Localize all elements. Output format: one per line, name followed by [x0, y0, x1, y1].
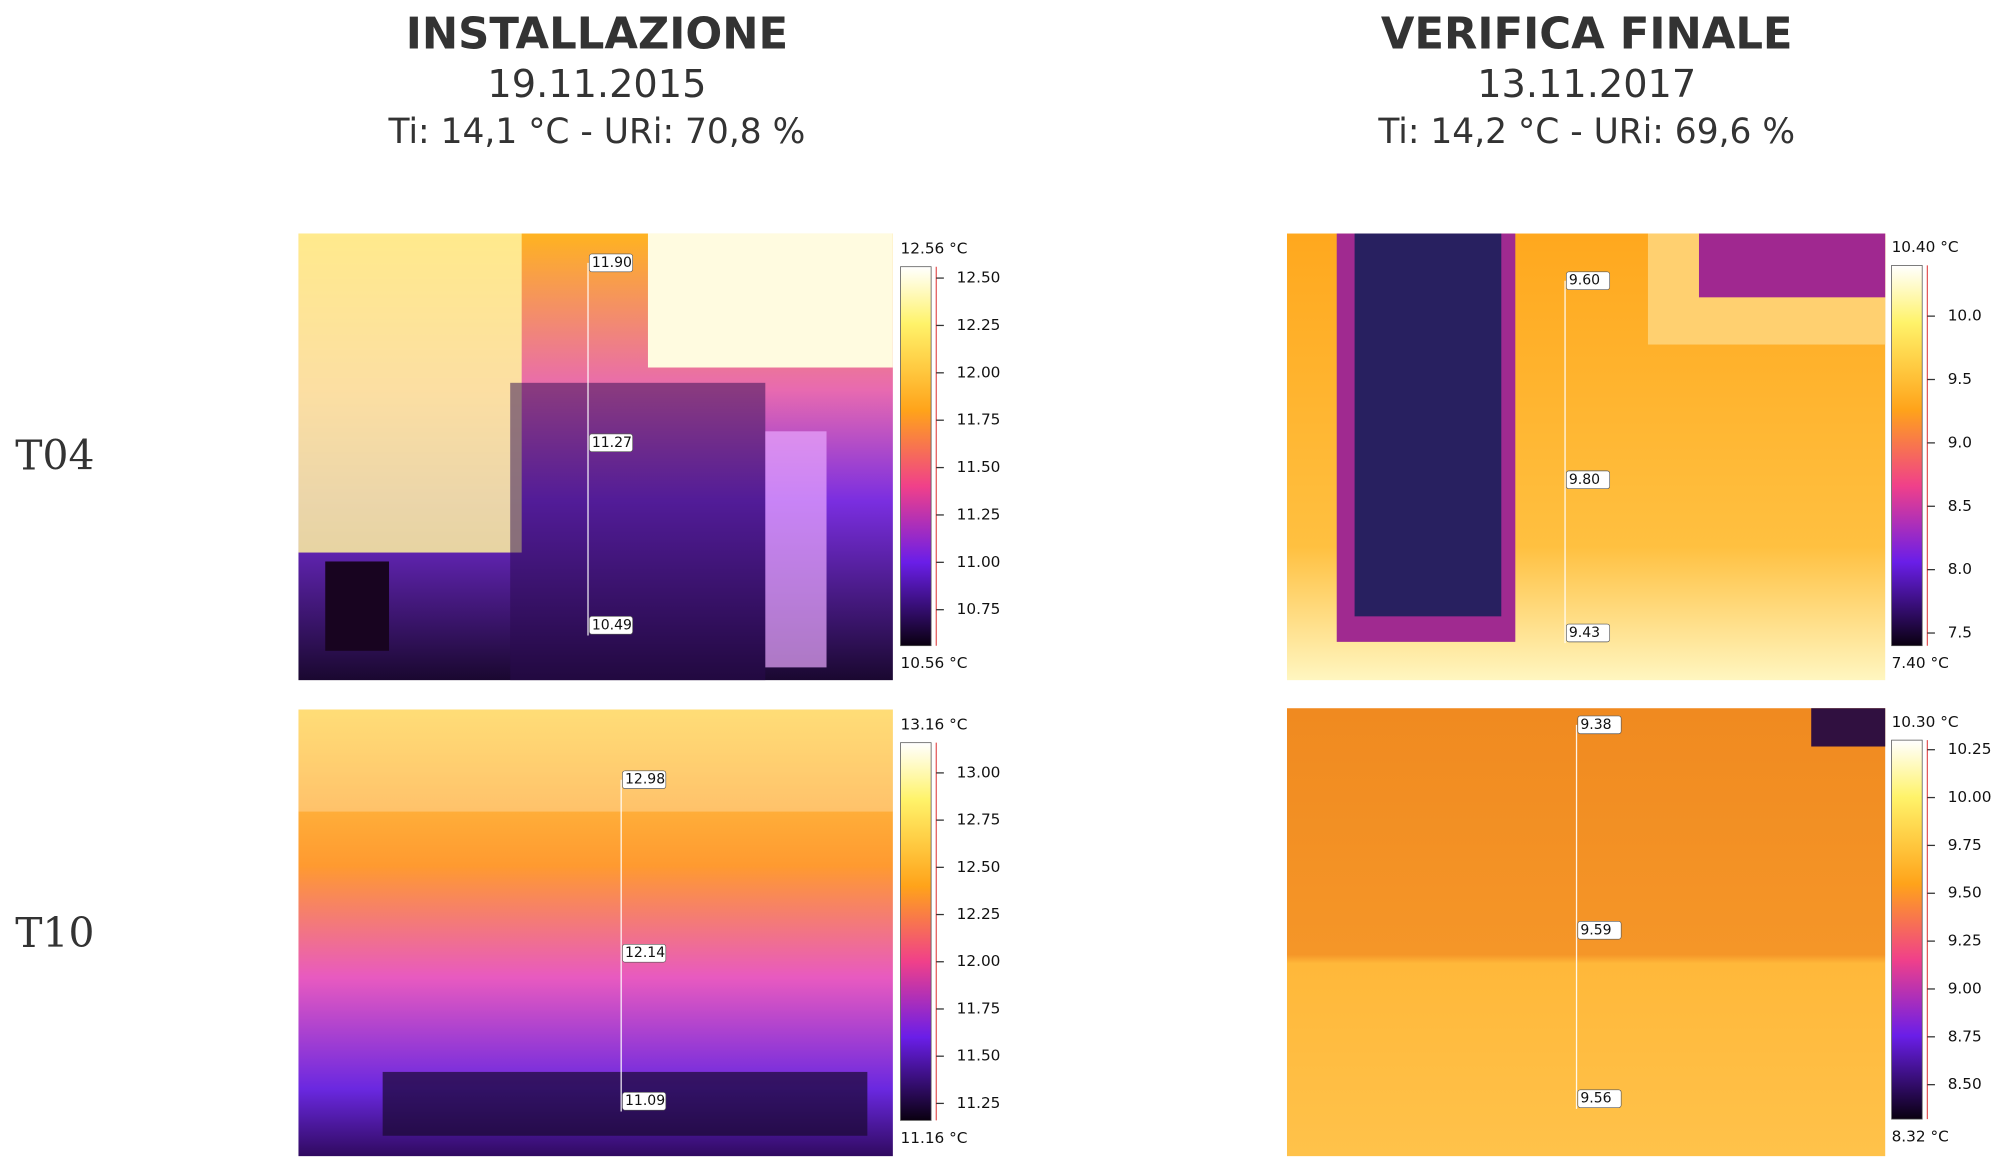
measure-box: [588, 253, 633, 273]
scale-max: 10.30 °C: [1892, 713, 1959, 731]
measure-box: [622, 770, 667, 789]
scale-min: 10.56 °C: [901, 654, 968, 672]
measure-value: 9.59: [1580, 922, 1611, 938]
scale-tick-label: 12.00: [957, 363, 1001, 381]
scale-tick-label: 9.50: [1948, 884, 1982, 902]
scale-tick-label: 9.5: [1948, 370, 1972, 388]
color-scale: [900, 266, 932, 647]
measure-value: 9.38: [1580, 717, 1611, 733]
measure-value: 11.90: [592, 255, 632, 271]
measure-value: 11.27: [592, 435, 632, 451]
scale-tick-label: 13.00: [957, 763, 1001, 781]
measure-box: [1577, 921, 1622, 940]
scale-max: 12.56 °C: [901, 239, 968, 257]
column-date: 13.11.2017: [1477, 62, 1696, 107]
scale-tick-label: 12.25: [957, 905, 1001, 923]
scale-tick-label: 8.50: [1948, 1075, 1982, 1093]
scale-tick-label: 12.75: [957, 811, 1001, 829]
row-label: T04: [15, 432, 94, 480]
measure-box: [622, 943, 667, 963]
measure-value: 9.60: [1569, 273, 1600, 289]
thermal-image: [298, 233, 893, 681]
color-scale: [900, 742, 932, 1121]
measure-box: [1566, 470, 1611, 490]
scale-max: 13.16 °C: [901, 715, 968, 733]
column-conditions: Ti: 14,1 °C - URi: 70,8 %: [388, 112, 806, 152]
scale-tick-label: 9.00: [1948, 979, 1982, 997]
scale-tick-label: 11.75: [957, 999, 1001, 1017]
scale-tick-label: 12.50: [957, 858, 1001, 876]
scale-tick-label: 12.00: [957, 952, 1001, 970]
scale-min: 7.40 °C: [1892, 654, 1949, 672]
scale-tick-label: 10.0: [1948, 307, 1982, 325]
scale-tick-label: 10.75: [957, 600, 1001, 618]
scale-tick-label: 8.75: [1948, 1027, 1982, 1045]
scale-tick-label: 11.50: [957, 1047, 1001, 1065]
column-title: VERIFICA FINALE: [1381, 9, 1793, 59]
scale-tick-label: 10.25: [1948, 740, 1992, 758]
color-scale: [1891, 265, 1923, 647]
scale-tick-label: 7.5: [1948, 624, 1972, 642]
measure-value: 9.56: [1580, 1091, 1611, 1107]
scale-tick-label: 9.75: [1948, 836, 1982, 854]
scale-min: 11.16 °C: [901, 1129, 968, 1147]
column-conditions: Ti: 14,2 °C - URi: 69,6 %: [1377, 112, 1795, 152]
scale-tick-label: 11.25: [957, 505, 1001, 523]
measure-box: [1577, 1089, 1622, 1108]
measure-box: [588, 433, 633, 453]
scale-tick-label: 11.00: [957, 553, 1001, 571]
scale-tick-label: 12.25: [957, 316, 1001, 334]
measure-value: 12.98: [625, 772, 665, 788]
scale-tick-label: 11.50: [957, 458, 1001, 476]
measure-value: 11.09: [625, 1093, 665, 1109]
column-title: INSTALLAZIONE: [406, 9, 788, 59]
scale-tick-label: 8.5: [1948, 497, 1972, 515]
scale-tick-label: 11.75: [957, 411, 1001, 429]
thermal-image: [1286, 233, 1886, 681]
scale-tick-label: 10.00: [1948, 788, 1992, 806]
scale-tick-label: 9.0: [1948, 433, 1972, 451]
scale-min: 8.32 °C: [1892, 1127, 1949, 1145]
measure-value: 12.14: [625, 945, 665, 961]
measure-box: [1566, 623, 1611, 643]
scale-tick-label: 9.25: [1948, 932, 1982, 950]
measure-value: 9.80: [1569, 472, 1600, 488]
measure-box: [588, 616, 633, 635]
column-date: 19.11.2015: [487, 62, 706, 107]
scale-tick-label: 11.25: [957, 1094, 1001, 1112]
measure-box: [1566, 271, 1611, 290]
thermal-image: [298, 709, 893, 1157]
scale-tick-label: 12.50: [957, 269, 1001, 287]
scale-max: 10.40 °C: [1892, 238, 1959, 256]
scale-tick-label: 8.0: [1948, 560, 1972, 578]
measure-value: 10.49: [592, 617, 632, 633]
measure-value: 9.43: [1569, 625, 1600, 641]
measure-box: [1577, 715, 1622, 735]
measure-box: [622, 1092, 667, 1111]
row-label: T10: [15, 909, 94, 957]
color-scale: [1891, 739, 1923, 1120]
